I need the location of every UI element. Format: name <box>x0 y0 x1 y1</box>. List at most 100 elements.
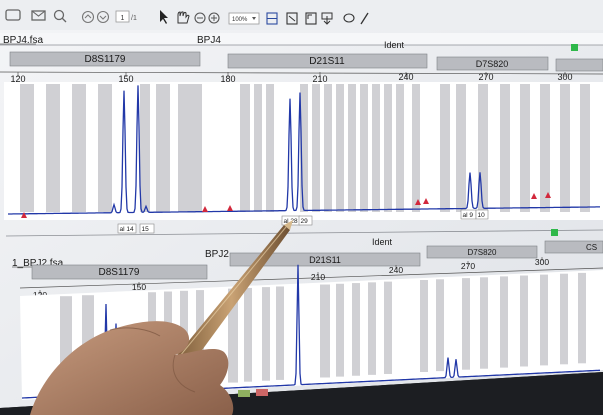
zoom-in-icon[interactable] <box>208 12 220 24</box>
panel2-allele-bin <box>480 277 488 369</box>
panel1-marker-label: D21S11 <box>309 56 345 67</box>
panel1-allele-call-box[interactable] <box>475 209 489 220</box>
panel1-allele-bin <box>348 84 356 212</box>
page-up-icon[interactable] <box>81 10 95 24</box>
panel1-axis-label: 270 <box>478 72 493 82</box>
panel1-allele-bin <box>266 84 274 212</box>
panel2-allele-bin <box>540 274 548 366</box>
panel2-marker-label: CS <box>586 243 597 252</box>
panel2-axis-label: 120 <box>33 290 47 300</box>
panel1-allele-bin <box>72 84 86 212</box>
fit-page-icon[interactable] <box>286 12 298 25</box>
panel1-allele-bin <box>192 84 202 212</box>
search-icon[interactable] <box>53 9 67 23</box>
panel1-allele-bin <box>300 84 308 212</box>
chevron-down-icon <box>252 17 256 20</box>
zoom-select[interactable] <box>228 12 260 25</box>
panel2-marker-label: D8S1179 <box>99 267 140 278</box>
panel1-allele-bin <box>360 84 368 212</box>
zoom-out-icon[interactable] <box>194 12 206 24</box>
panel1-allele-bin <box>312 84 320 212</box>
panel1-allele-bin <box>156 84 170 212</box>
panel2-sample-name: BPJ2 <box>205 249 229 260</box>
fullscreen-icon[interactable] <box>305 12 317 25</box>
download-icon[interactable] <box>321 12 333 25</box>
panel2-allele-bin <box>228 288 238 383</box>
fit-width-icon[interactable] <box>266 12 278 25</box>
panel1-allele-call-box[interactable] <box>117 223 137 234</box>
panel2-axis-label: 270 <box>461 261 475 271</box>
panel1-peak-marker <box>21 212 27 218</box>
panel2-allele-bin <box>352 283 360 376</box>
panel2-allele-bin <box>420 280 428 372</box>
page-total: /1 <box>131 15 137 22</box>
panel2-axis-label: 150 <box>132 282 146 292</box>
panel1-allele-bin <box>98 84 112 212</box>
panel1-allele-call-box[interactable] <box>298 215 313 226</box>
print-icon[interactable] <box>5 9 21 21</box>
panel1-allele-bin <box>140 84 150 212</box>
panel2-marker-bar <box>31 264 208 280</box>
panel1-axis-label: 210 <box>312 74 327 84</box>
panel1-peak-marker <box>545 192 551 198</box>
panel2-allele-bin <box>368 282 376 375</box>
panel2-allele-bin <box>436 279 444 372</box>
panel1-allele-bin <box>240 84 250 212</box>
panel1-axis-label: 300 <box>557 72 572 82</box>
panel2-status-indicator <box>551 229 558 236</box>
comment-icon[interactable] <box>343 13 355 23</box>
panel2-allele-bin <box>520 275 528 367</box>
panel2-axis-label: 210 <box>311 272 325 282</box>
panel1-peak-marker <box>202 206 208 212</box>
panel1-allele-bin <box>520 84 530 212</box>
panel1-marker-label: D7S820 <box>476 59 509 69</box>
panel1-allele-bin <box>456 84 466 212</box>
panel1-allele-call: al 14 <box>120 226 134 233</box>
panel1-allele-bin <box>478 84 488 212</box>
panel1-allele-bin <box>336 84 344 212</box>
pen <box>173 220 293 372</box>
panel1-peak-marker <box>423 198 429 204</box>
panel2-allele-bin <box>336 283 344 377</box>
panel1-allele-bin <box>580 84 590 212</box>
panel-1: BPJ4.fsa BPJ4 Ident D8S1179 D21S11 D7S82… <box>0 33 603 234</box>
panel1-allele-bin <box>384 84 392 212</box>
panel1-allele-bin <box>560 84 570 212</box>
panel2-allele-bin <box>384 281 392 374</box>
panel1-allele-bin <box>440 84 450 212</box>
page-number: 1 <box>121 15 125 22</box>
hand-icon[interactable] <box>177 11 190 24</box>
panel1-allele-bin <box>412 84 420 212</box>
panel1-allele-bin <box>372 84 380 212</box>
panel1-allele-call: 29 <box>301 218 309 225</box>
mail-icon[interactable] <box>31 10 46 21</box>
panel1-peak-marker <box>227 205 233 211</box>
panel2-ident-label: Ident <box>372 237 393 247</box>
panel1-allele-call-box[interactable] <box>139 223 155 234</box>
panel2-allele-bin <box>244 287 252 382</box>
toolbar: 1 /1 100% <box>0 0 603 30</box>
panel1-axis-label: 180 <box>220 74 235 84</box>
cursor-icon[interactable] <box>160 10 168 24</box>
panel1-allele-bin <box>254 84 262 212</box>
pen-tool-icon[interactable] <box>360 12 369 25</box>
panel1-allele-call: 15 <box>142 226 150 233</box>
panel1-peak-marker <box>531 193 537 199</box>
panel2-axis-label: 240 <box>389 265 403 275</box>
zoom-value: 100% <box>232 17 248 23</box>
panel1-allele-call: 10 <box>478 212 486 219</box>
page-number-field[interactable] <box>115 10 130 23</box>
panel1-sample-name: BPJ4 <box>197 35 221 46</box>
panel1-peak-marker <box>415 199 421 205</box>
panel1-allele-bin <box>500 84 510 212</box>
panel2-allele-bin <box>462 278 470 370</box>
panel2-allele-bin <box>262 287 270 381</box>
panel2-allele-bin <box>276 286 284 380</box>
panel2-file-name: 1_BPJ2.fsa <box>12 258 64 269</box>
panel1-allele-bin <box>178 84 192 212</box>
panel1-axis-label: 240 <box>398 72 413 82</box>
page-down-icon[interactable] <box>96 10 110 24</box>
panel1-marker-bar <box>555 58 603 72</box>
panel1-marker-bar <box>227 53 428 69</box>
